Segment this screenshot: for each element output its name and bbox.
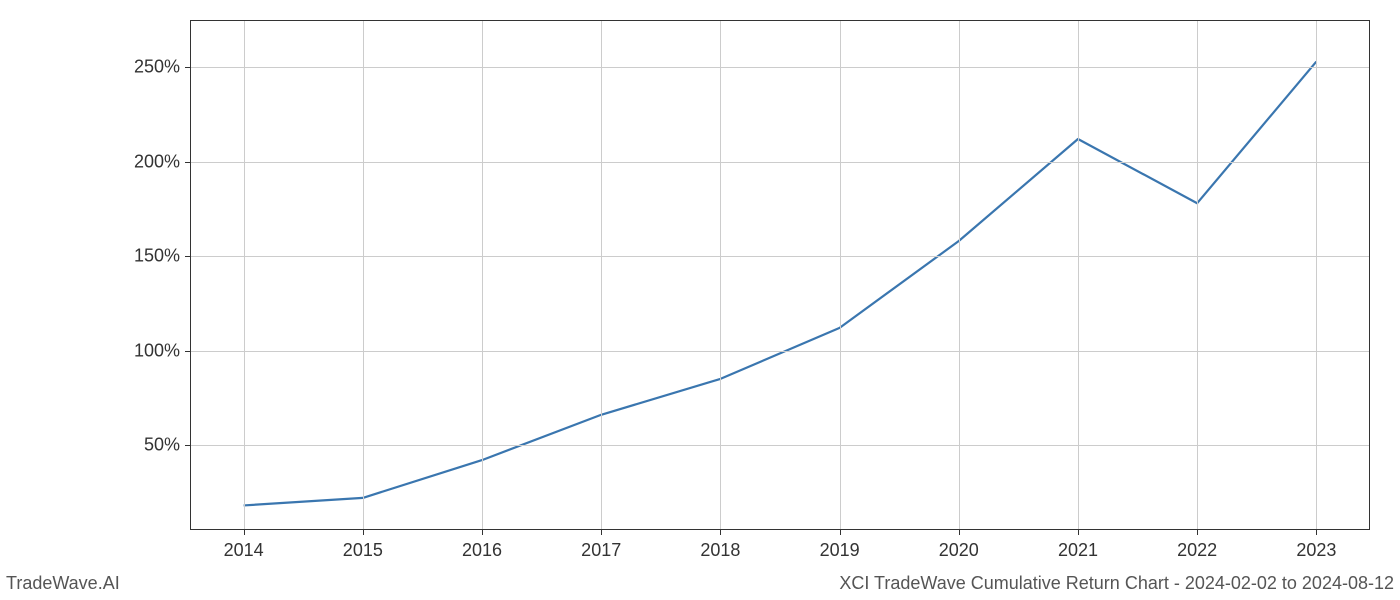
x-tick-label: 2017 xyxy=(581,530,621,561)
axis-spine-bottom xyxy=(190,529,1370,530)
line-chart-svg xyxy=(190,20,1370,530)
gridline-vertical xyxy=(1197,20,1198,530)
x-tick-label: 2015 xyxy=(343,530,383,561)
y-tick-label: 150% xyxy=(134,246,190,267)
axis-spine-top xyxy=(190,20,1370,21)
axis-spine-right xyxy=(1369,20,1370,530)
data-line xyxy=(244,62,1317,506)
x-tick-label: 2021 xyxy=(1058,530,1098,561)
x-tick-label: 2019 xyxy=(820,530,860,561)
y-tick-label: 100% xyxy=(134,340,190,361)
footer-caption: XCI TradeWave Cumulative Return Chart - … xyxy=(839,573,1394,594)
footer-brand: TradeWave.AI xyxy=(6,573,120,594)
gridline-vertical xyxy=(1316,20,1317,530)
gridline-horizontal xyxy=(190,256,1370,257)
gridline-vertical xyxy=(601,20,602,530)
gridline-horizontal xyxy=(190,351,1370,352)
axis-spine-left xyxy=(190,20,191,530)
x-tick-label: 2022 xyxy=(1177,530,1217,561)
y-tick-label: 50% xyxy=(144,435,190,456)
x-tick-label: 2014 xyxy=(224,530,264,561)
gridline-horizontal xyxy=(190,67,1370,68)
gridline-vertical xyxy=(244,20,245,530)
gridline-horizontal xyxy=(190,162,1370,163)
gridline-vertical xyxy=(720,20,721,530)
gridline-horizontal xyxy=(190,445,1370,446)
plot-area: 50%100%150%200%250%201420152016201720182… xyxy=(190,20,1370,530)
gridline-vertical xyxy=(363,20,364,530)
x-tick-label: 2023 xyxy=(1296,530,1336,561)
gridline-vertical xyxy=(482,20,483,530)
gridline-vertical xyxy=(959,20,960,530)
x-tick-label: 2020 xyxy=(939,530,979,561)
y-tick-label: 200% xyxy=(134,151,190,172)
gridline-vertical xyxy=(1078,20,1079,530)
x-tick-label: 2018 xyxy=(700,530,740,561)
gridline-vertical xyxy=(840,20,841,530)
y-tick-label: 250% xyxy=(134,57,190,78)
chart-container: 50% 100% 150% 200% 250% 2014 2015 2016 2017 2018 2… xyxy=(0,0,1400,600)
x-tick-label: 2016 xyxy=(462,530,502,561)
